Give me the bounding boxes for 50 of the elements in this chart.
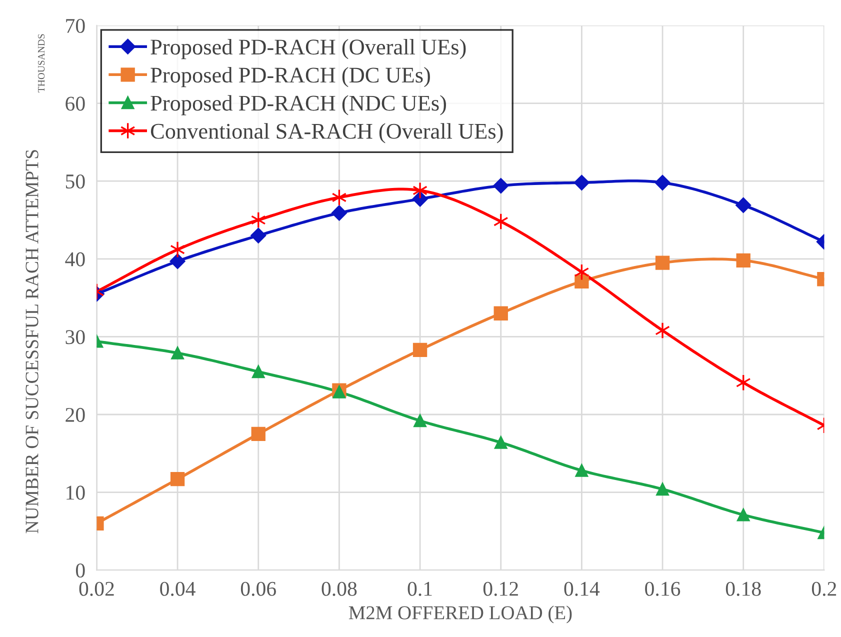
point <box>736 198 752 213</box>
y-tick-label: 30 <box>66 330 85 344</box>
y-axis-title: NUMBER OF SUCCESSFUL RACH ATTEMPTS <box>26 150 38 534</box>
y-tick-label: 50 <box>66 174 85 189</box>
point <box>494 306 508 320</box>
x-tick-label: 0.12 <box>483 582 518 596</box>
point <box>412 182 428 199</box>
point <box>170 254 186 269</box>
point <box>493 178 509 194</box>
point <box>250 228 266 244</box>
point <box>251 426 266 442</box>
legend-label: Proposed PD-RACH (Overall UEs) <box>150 38 466 60</box>
point <box>654 174 670 190</box>
x-tick-label: 0.18 <box>726 582 761 596</box>
point <box>170 472 185 486</box>
point <box>170 241 185 258</box>
x-tick-label: 0.08 <box>322 582 357 596</box>
legend-label: Conventional SA-RACH (Overall UEs) <box>150 123 503 144</box>
y-tick-label: 40 <box>65 252 85 266</box>
x-tick-label: 0.1 <box>408 582 432 596</box>
point <box>574 174 590 190</box>
point <box>252 365 265 378</box>
point <box>414 414 426 428</box>
point <box>331 205 347 221</box>
y-tick-label: 70 <box>66 18 85 33</box>
legend-label: Proposed PD-RACH (DC UEs) <box>150 67 430 88</box>
point <box>736 253 750 268</box>
point <box>332 386 346 398</box>
y-tick-label: 60 <box>66 96 85 111</box>
x-tick-label: 0.16 <box>645 582 680 596</box>
point <box>655 256 670 270</box>
legend-label: Proposed PD-RACH (NDC UEs) <box>150 95 446 116</box>
y-tick-label: 0 <box>76 563 85 578</box>
x-tick-label: 0.14 <box>564 582 600 596</box>
point <box>575 464 588 477</box>
y-tick-label: 20 <box>66 408 85 422</box>
text: THOUSANDS <box>38 34 45 92</box>
x-tick-label: 0.02 <box>79 582 114 596</box>
point <box>494 436 508 449</box>
point <box>656 482 669 496</box>
x-axis-title: M2M OFFERED LOAD (E) <box>348 606 572 624</box>
point <box>655 322 670 339</box>
point <box>412 342 428 358</box>
point <box>574 274 589 289</box>
x-tick-label: 0.04 <box>160 582 196 596</box>
y-tick-label: 10 <box>66 486 85 500</box>
point <box>171 346 184 360</box>
x-tick-label: 0.06 <box>240 582 276 596</box>
point <box>736 508 750 522</box>
x-tick-label: 0.2 <box>812 582 836 596</box>
